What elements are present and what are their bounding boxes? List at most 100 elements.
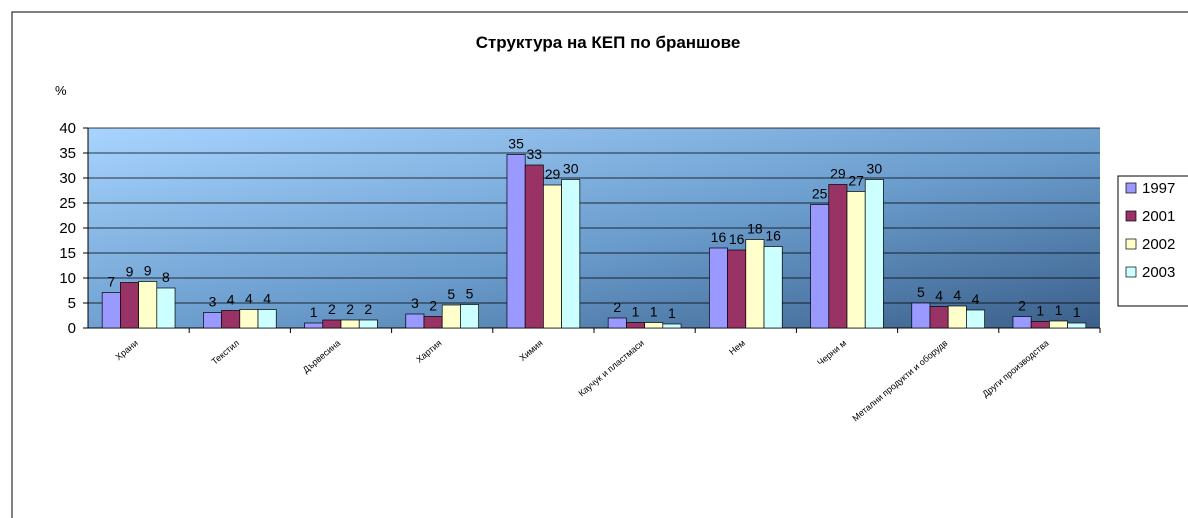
bar [929, 306, 949, 329]
y-tick-label: 40 [59, 120, 76, 137]
bar [662, 323, 682, 329]
bar [304, 322, 324, 329]
value-label: 4 [263, 291, 271, 307]
y-tick-label: 30 [59, 170, 76, 187]
y-tick-label: 5 [68, 295, 76, 312]
value-label: 4 [245, 291, 253, 307]
legend-swatch [1125, 266, 1137, 278]
value-label: 25 [812, 186, 828, 202]
bar [203, 312, 222, 329]
bar [709, 247, 728, 329]
value-label: 18 [747, 221, 763, 237]
bar [864, 179, 884, 329]
value-label: 1 [310, 304, 318, 320]
value-label: 1 [1036, 303, 1044, 319]
bar [340, 319, 360, 329]
value-label: 3 [209, 294, 217, 310]
value-label: 16 [729, 231, 745, 247]
bar [846, 191, 866, 329]
value-label: 2 [346, 301, 354, 317]
legend-swatch [1125, 182, 1137, 194]
value-label: 4 [935, 288, 943, 304]
value-label: 16 [711, 229, 727, 245]
legend-label: 2003 [1142, 264, 1175, 281]
legend-label: 2002 [1142, 236, 1175, 253]
bar [423, 316, 443, 329]
y-axis-label: % [55, 83, 67, 98]
bar [257, 309, 277, 329]
y-tick-label: 25 [59, 195, 76, 212]
bar [221, 310, 241, 329]
value-label: 5 [917, 284, 925, 300]
bar [524, 164, 544, 329]
bar [441, 304, 461, 329]
value-label: 9 [126, 264, 134, 280]
value-label: 3 [411, 295, 419, 311]
bar [561, 179, 581, 329]
bar [120, 282, 139, 329]
y-tick-label: 20 [59, 220, 76, 237]
value-label: 29 [830, 166, 846, 182]
bar [745, 239, 765, 329]
value-label: 27 [848, 173, 864, 189]
legend-label: 1997 [1142, 180, 1175, 197]
bar [405, 313, 425, 329]
bar [763, 246, 783, 329]
bar [810, 204, 830, 329]
y-tick-label: 35 [59, 145, 76, 162]
value-label: 1 [1055, 302, 1063, 318]
chart-title: Структура на КЕП по браншове [476, 33, 741, 52]
bar [626, 322, 645, 329]
bar [101, 292, 121, 329]
bar [506, 154, 526, 329]
value-label: 7 [107, 274, 115, 290]
bar [947, 305, 967, 329]
bar [1049, 320, 1068, 329]
value-label: 4 [972, 291, 980, 307]
value-label: 1 [650, 304, 658, 320]
value-label: 4 [227, 292, 235, 308]
bar [911, 302, 931, 329]
value-label: 1 [1073, 304, 1081, 320]
y-tick-label: 15 [59, 245, 76, 262]
value-label: 2 [429, 298, 437, 314]
value-label: 5 [466, 286, 474, 302]
value-label: 16 [765, 228, 781, 244]
bar [607, 317, 627, 329]
value-label: 33 [527, 146, 543, 162]
value-label: 4 [953, 287, 961, 303]
value-label: 30 [563, 161, 579, 177]
value-label: 2 [613, 299, 621, 315]
value-label: 29 [545, 166, 561, 182]
value-label: 5 [447, 286, 455, 302]
bar [966, 309, 985, 329]
value-label: 1 [632, 304, 640, 320]
legend-swatch [1125, 210, 1137, 222]
legend-swatch [1125, 238, 1137, 250]
bar [1012, 316, 1032, 329]
value-label: 1 [668, 305, 676, 321]
bar [239, 309, 259, 329]
bar [156, 287, 176, 329]
bar [460, 304, 479, 329]
bar [727, 249, 747, 329]
bar [358, 319, 378, 329]
bar [138, 281, 158, 329]
value-label: 8 [162, 269, 170, 285]
bar [543, 184, 562, 329]
bar [322, 319, 342, 329]
bar [828, 184, 848, 329]
value-label: 30 [867, 161, 883, 177]
bar [1067, 322, 1087, 329]
bar [1030, 321, 1050, 329]
value-label: 9 [144, 263, 152, 279]
value-label: 2 [364, 301, 372, 317]
y-tick-label: 10 [59, 270, 76, 287]
value-label: 35 [508, 136, 524, 152]
value-label: 2 [1018, 298, 1026, 314]
y-tick-label: 0 [68, 320, 76, 337]
bar [644, 322, 664, 329]
legend-label: 2001 [1142, 208, 1175, 225]
value-label: 2 [328, 301, 336, 317]
